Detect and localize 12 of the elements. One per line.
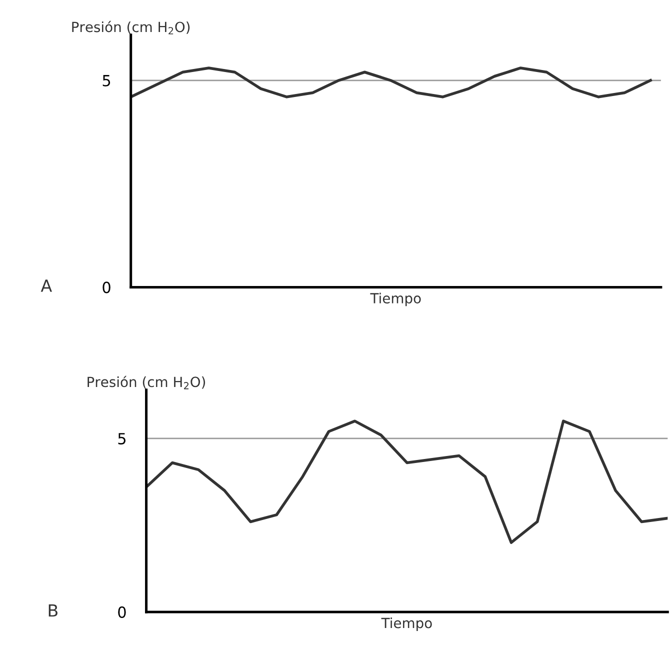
- line-series: [146, 420, 668, 544]
- x-axis-title: Tiempo: [381, 618, 432, 631]
- y-axis-title: Presión (cm H$_{2}$O): [72, 20, 190, 34]
- y-tick-label: 5: [102, 75, 110, 86]
- line-series: [130, 66, 652, 98]
- text: B: [48, 604, 58, 617]
- text: A: [40, 280, 52, 292]
- y-tick-label: 0: [102, 282, 110, 294]
- y-axis-title: Presión (cm H$_{2}$O): [88, 376, 206, 390]
- y-tick-label: 0: [118, 606, 126, 618]
- y-tick-label: 5: [118, 433, 126, 444]
- x-axis-title: Tiempo: [370, 292, 421, 306]
